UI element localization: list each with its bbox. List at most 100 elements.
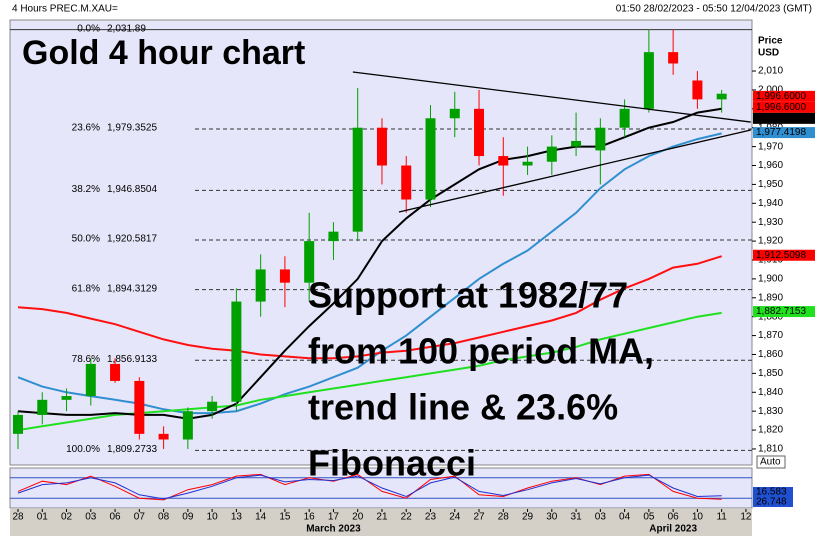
- candle-body: [134, 380, 145, 434]
- trend-line: [352, 71, 751, 123]
- price-tag: [753, 112, 815, 124]
- month-label: March 2023: [306, 524, 361, 535]
- price-tag-label: 1,996.6000: [756, 102, 806, 113]
- x-tick-label: 05: [643, 512, 655, 523]
- annotation: trend line & 23.6%: [308, 387, 618, 428]
- x-tick-label: 15: [279, 512, 291, 523]
- oscillator-line: [17, 474, 722, 500]
- x-tick-label: 28: [12, 512, 24, 523]
- candle-body: [352, 127, 363, 232]
- fib-price: 1,894.3129: [107, 283, 157, 294]
- fib-ratio: 23.6%: [72, 123, 100, 134]
- fib-price: 1,809.2733: [107, 444, 157, 455]
- y-tick-label: 1,860: [758, 349, 783, 360]
- y-tick-label: 1,850: [758, 368, 783, 379]
- header-right: 01:50 28/02/2023 - 05:50 12/04/2023 (GMT…: [616, 4, 812, 15]
- y-tick-label: 1,830: [758, 406, 783, 417]
- price-tag: [753, 306, 815, 318]
- fib-ratio: 78.6%: [72, 354, 100, 365]
- moving-average: [17, 255, 722, 360]
- x-tick-label: 27: [473, 512, 485, 523]
- annotation-title: Gold 4 hour chart: [22, 34, 305, 72]
- x-tick-label: 20: [352, 512, 364, 523]
- x-tick-label: 17: [328, 512, 340, 523]
- y-tick-label: 1,890: [758, 292, 783, 303]
- y-tick-label: 1,870: [758, 330, 783, 341]
- fib-price: 1,856.9133: [107, 354, 157, 365]
- fib-ratio: 100.0%: [66, 444, 100, 455]
- candle-body: [401, 165, 412, 200]
- header-left: 4 Hours PREC.M.XAU=: [12, 4, 118, 15]
- price-tag-label: 1,996.6000: [756, 91, 806, 102]
- fib-price: 1,920.5817: [107, 234, 157, 245]
- x-tick-label: 10: [207, 512, 219, 523]
- candle-body: [474, 108, 485, 157]
- oscillator-tag: [753, 487, 793, 497]
- fib-ratio: 38.2%: [72, 184, 100, 195]
- x-tick-label: 04: [619, 512, 631, 523]
- annotation: from 100 period MA,: [308, 331, 654, 372]
- fib-price: 1,946.8504: [107, 184, 157, 195]
- x-tick-label: 01: [37, 512, 49, 523]
- x-tick-label: 06: [668, 512, 680, 523]
- price-tag: [753, 249, 815, 261]
- x-tick-label: 13: [231, 512, 243, 523]
- y-tick-label: 1,960: [758, 160, 783, 171]
- y-tick-label: 2,010: [758, 66, 783, 77]
- candle-body: [61, 396, 72, 400]
- x-tick-label: 29: [522, 512, 534, 523]
- x-tick-label: 06: [110, 512, 122, 523]
- axis-title: Price: [758, 36, 783, 47]
- candle-body: [255, 269, 266, 302]
- candle-body: [158, 433, 169, 440]
- candle-body: [643, 52, 654, 109]
- y-tick-label: 1,900: [758, 274, 783, 285]
- oscillator-tag: [753, 497, 793, 507]
- x-tick-label: 28: [498, 512, 510, 523]
- x-tick-label: 07: [134, 512, 146, 523]
- oscillator-tag-label: 16.583: [756, 487, 787, 498]
- candle-body: [13, 414, 24, 434]
- candle-body: [376, 127, 387, 166]
- candle-body: [571, 140, 582, 147]
- x-tick-label: 03: [85, 512, 97, 523]
- candle-body: [425, 118, 436, 200]
- price-tag: [753, 127, 815, 139]
- x-tick-label: 31: [571, 512, 583, 523]
- candle-body: [110, 363, 121, 381]
- x-tick-label: 03: [595, 512, 607, 523]
- y-tick-label: 1,920: [758, 236, 783, 247]
- auto-button[interactable]: [756, 455, 786, 469]
- x-tick-label: 02: [61, 512, 73, 523]
- x-tick-label: 10: [692, 512, 704, 523]
- candle-body: [595, 127, 606, 151]
- candle-body: [182, 411, 193, 440]
- axis-unit: USD: [758, 48, 779, 59]
- candle-body: [619, 108, 630, 128]
- x-tick-label: 24: [449, 512, 461, 523]
- annotation: Support at 1982/77: [308, 275, 628, 316]
- oscillator-tag-label: 26.748: [756, 497, 787, 508]
- candle-body: [546, 146, 557, 162]
- fib-ratio: 50.0%: [72, 234, 100, 245]
- price-tag: [753, 101, 815, 113]
- candle-body: [522, 161, 533, 166]
- x-tick-label: 14: [255, 512, 267, 523]
- price-tag-label: 1,989.6481: [756, 113, 806, 124]
- price-tag-label: 1,977.4198: [756, 127, 806, 138]
- candle-body: [279, 269, 290, 283]
- x-tick-label: 21: [376, 512, 388, 523]
- scale-mode[interactable]: Auto: [760, 457, 781, 468]
- x-tick-label: 30: [546, 512, 558, 523]
- x-tick-label: 22: [401, 512, 413, 523]
- candle-body: [498, 156, 509, 166]
- candle-body: [85, 363, 96, 397]
- x-tick-label: 09: [182, 512, 194, 523]
- x-tick-label: 16: [304, 512, 316, 523]
- candle-body: [304, 241, 315, 283]
- y-tick-label: 1,820: [758, 425, 783, 436]
- fib-price: 2,031.89: [107, 23, 146, 34]
- y-tick-label: 1,840: [758, 387, 783, 398]
- candle-body: [716, 93, 727, 100]
